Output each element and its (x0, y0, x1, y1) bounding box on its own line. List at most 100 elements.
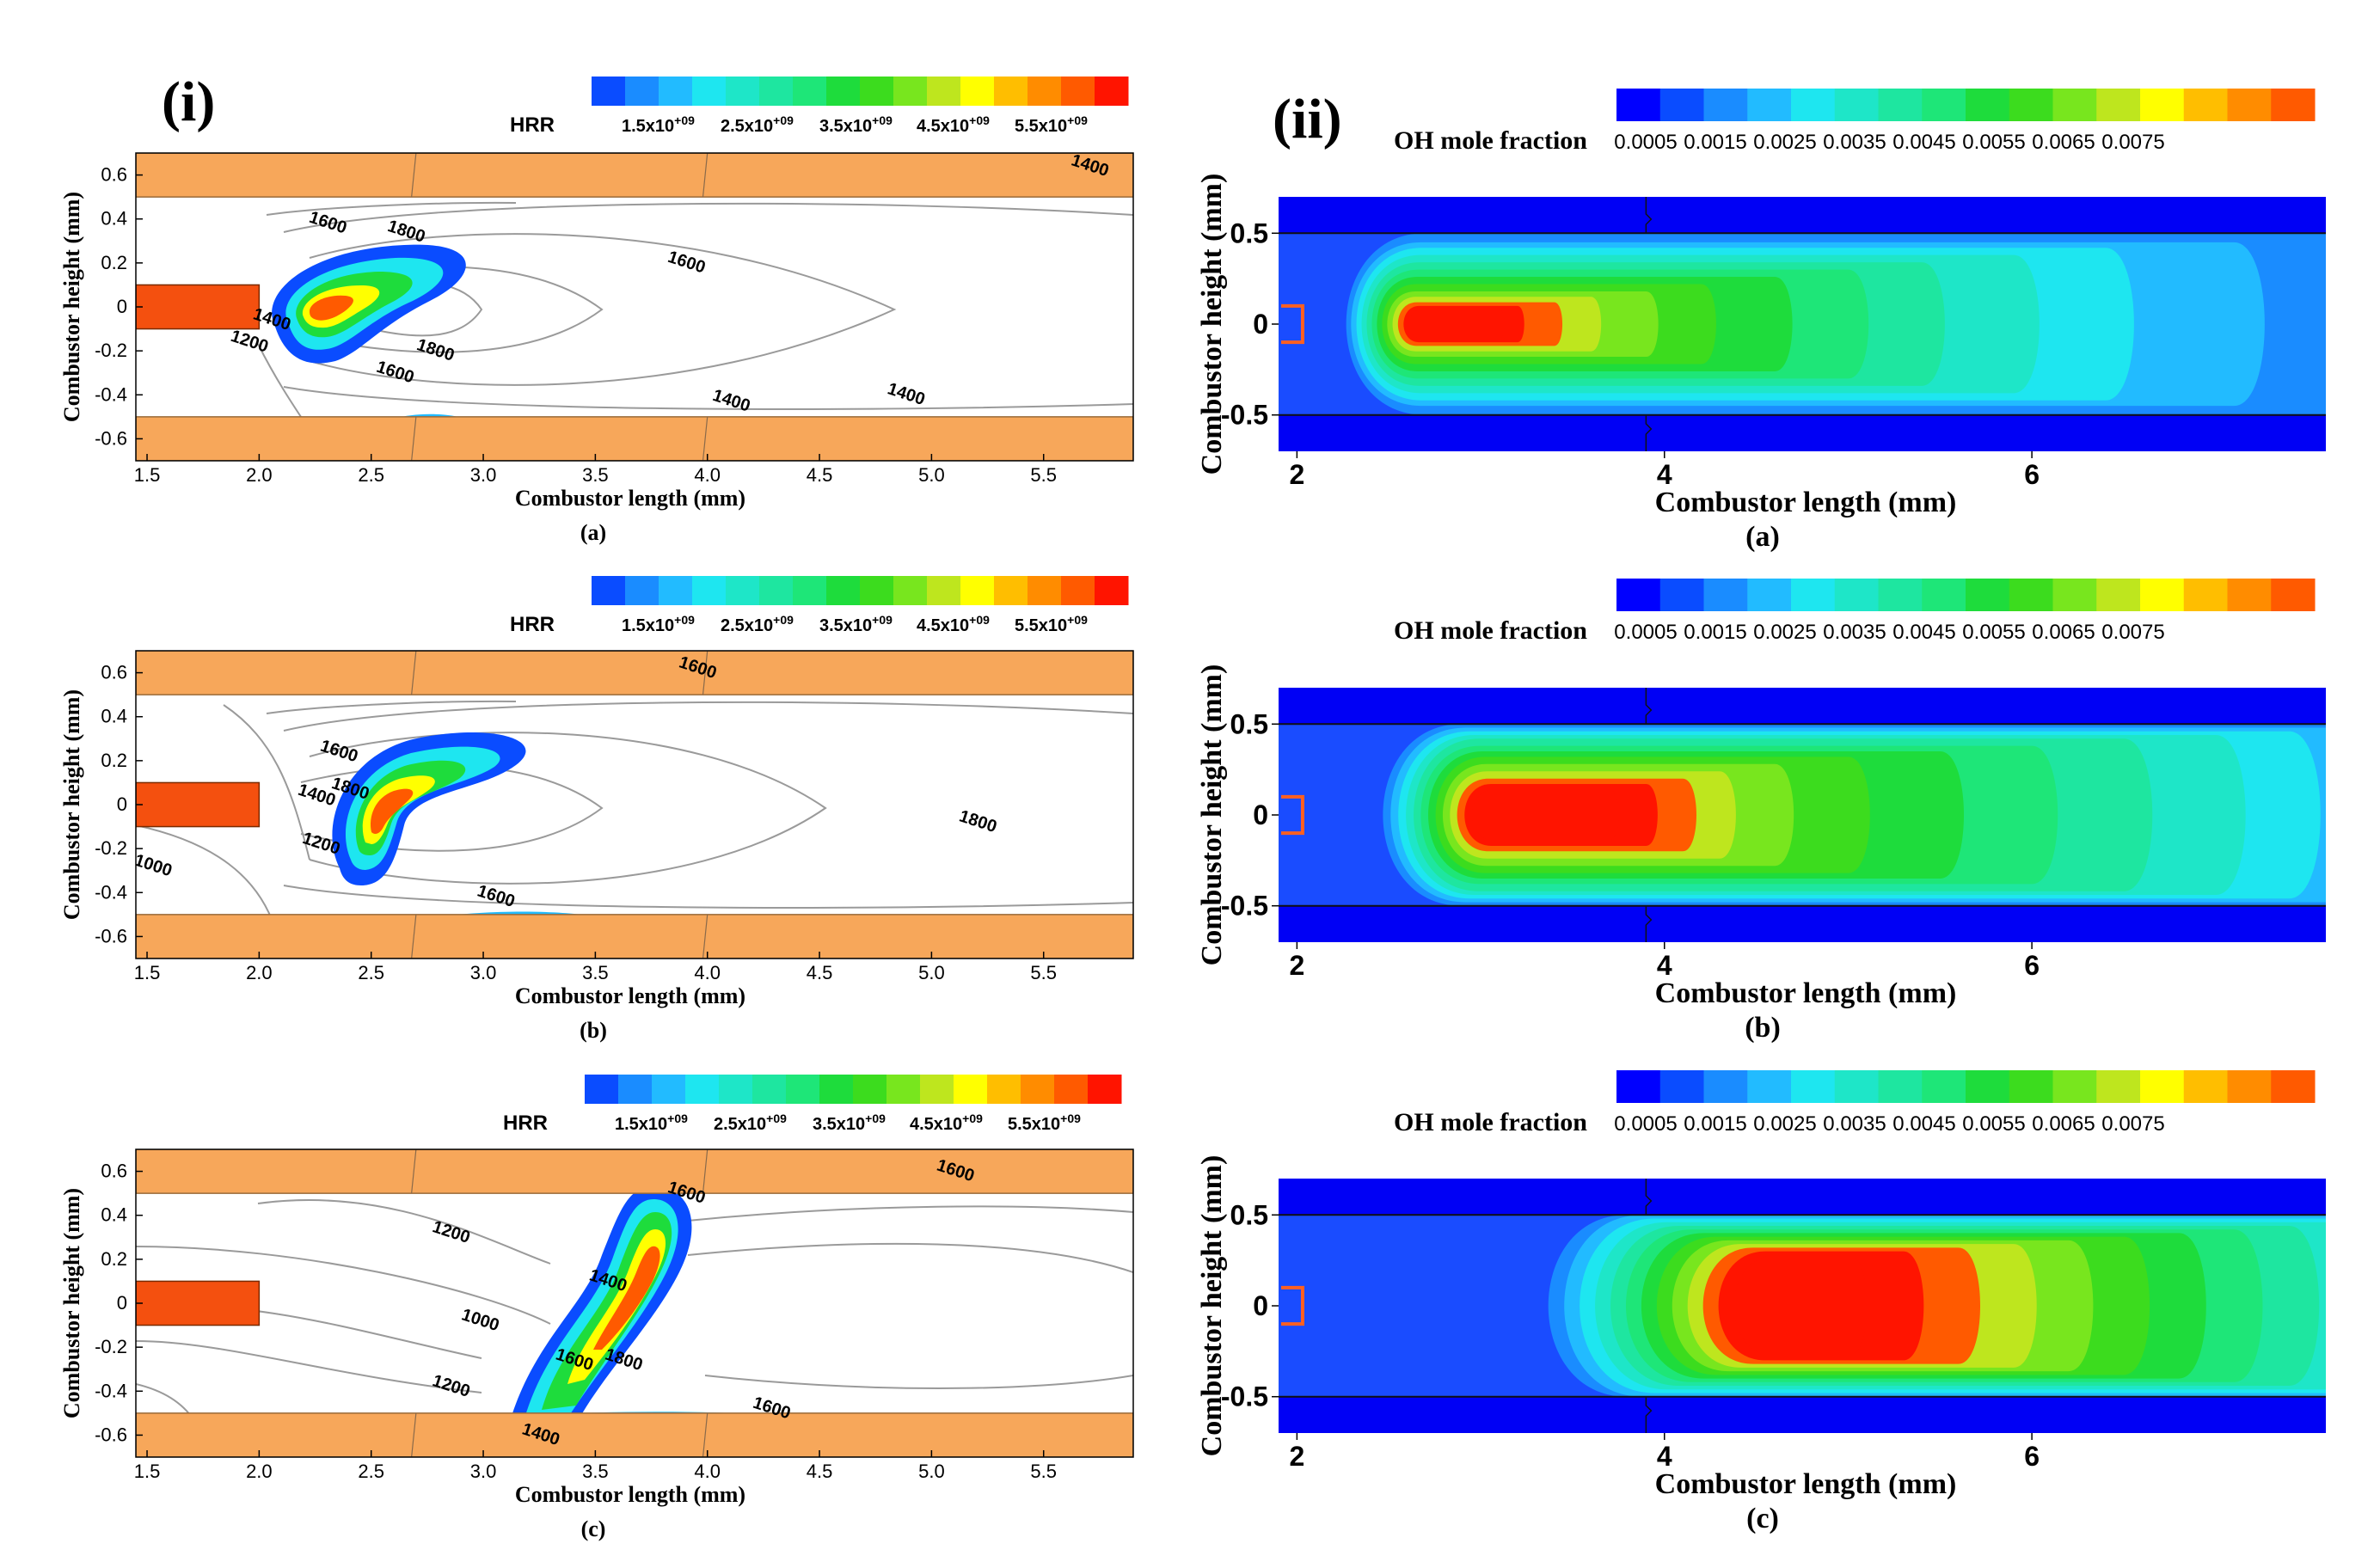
panel-caption: (c) (581, 1516, 606, 1541)
colorbar-cell (1966, 89, 2010, 121)
colorbar-cell (1054, 1075, 1089, 1104)
x-tick-label: 3.5 (582, 1461, 609, 1482)
colorbar-tick-label: 2.5x10+09 (714, 1112, 787, 1134)
y-tick-label: 0.2 (101, 252, 127, 273)
hrr-panel-c: HRR 1.5x10+09 2.5x10+09 3.5x10+09 4.5x10+09 5… (59, 1075, 1134, 1541)
x-tick-label: 6 (2024, 950, 2040, 981)
colorbar-cell (1659, 579, 1704, 611)
bottom-wall (136, 416, 1133, 461)
wall-seam (702, 651, 709, 695)
oh-panel-c: OH mole fraction 0.0005 0.0015 0.0025 0.0035… (1196, 1070, 2326, 1534)
colorbar-tick-label: 0.0055 (1962, 131, 2025, 154)
colorbar-cell (927, 77, 961, 106)
x-tick-label: 1.5 (134, 1461, 161, 1482)
x-tick-label: 5.5 (1030, 962, 1057, 983)
x-tick-label: 2.0 (246, 1461, 273, 1482)
x-tick-label: 3.0 (470, 464, 497, 486)
y-tick-label: 0.2 (101, 1248, 127, 1270)
colorbar-tick-label: 1.5x10+09 (622, 113, 695, 136)
isotherm-line (687, 1242, 1133, 1273)
panel-caption: (b) (580, 1018, 607, 1043)
colorbar-cell (1095, 576, 1129, 605)
colorbar-cell (2096, 579, 2141, 611)
colorbar-cell (1747, 579, 1792, 611)
colorbar-cell (1834, 89, 1879, 121)
x-tick-label: 2.5 (358, 1461, 384, 1482)
colorbar-cell (2140, 1070, 2185, 1103)
hrr-colorbar: HRR 1.5x10+09 2.5x10+09 3.5x10+09 4.5x10+09 5… (503, 1075, 1122, 1135)
colorbar-cell (1747, 1070, 1792, 1103)
y-axis-label: Combustor height (mm) (59, 192, 84, 422)
colorbar-cell (2096, 1070, 2141, 1103)
y-tick-label: 0 (117, 793, 127, 815)
colorbar-title: HRR (510, 113, 555, 137)
colorbar-tick-label: 0.0015 (1684, 621, 1746, 644)
colorbar-cell (585, 1075, 619, 1104)
wall-seam (411, 914, 417, 959)
y-tick-label: 0.4 (101, 208, 127, 230)
x-tick-label: 4.0 (694, 1461, 721, 1482)
x-tick-label: 4.5 (807, 962, 833, 983)
colorbar-cell (960, 77, 995, 106)
colorbar-cell (1061, 77, 1095, 106)
oh-colorbar: OH mole fraction 0.0005 0.0015 0.0025 0.0035… (1394, 89, 2316, 155)
x-tick-label: 4.5 (807, 1461, 833, 1482)
colorbar-cell (786, 1075, 820, 1104)
wall-seam (411, 1149, 417, 1194)
isotherm-line (283, 202, 1133, 233)
colorbar-cell (726, 77, 760, 106)
colorbar-tick-label: 0.0065 (2032, 131, 2095, 154)
colorbar-cell (920, 1075, 954, 1104)
colorbar-title: OH mole fraction (1394, 1108, 1587, 1136)
colorbar-cell (860, 576, 894, 605)
colorbar-cell (1878, 579, 1923, 611)
colorbar-title: OH mole fraction (1394, 616, 1587, 645)
x-tick-label: 4 (1657, 459, 1672, 490)
colorbar-tick-label: 0.0015 (1684, 1112, 1746, 1136)
colorbar-cell (1747, 89, 1792, 121)
isotherm-line (223, 704, 310, 861)
colorbar-cell (819, 1075, 854, 1104)
colorbar-cell (625, 576, 659, 605)
colorbar-cell (1878, 1070, 1923, 1103)
wall-seam (702, 914, 709, 959)
x-tick-label: 1.5 (134, 464, 161, 486)
oh-region (1733, 1254, 1868, 1357)
y-tick-label: 0.2 (101, 750, 127, 771)
x-tick-label: 2.5 (358, 464, 384, 486)
x-axis-label: Combustor length (mm) (515, 983, 745, 1008)
wall-seam (1645, 1397, 1653, 1433)
y-tick-label: 0 (1253, 1290, 1268, 1321)
right-figure-label: (ii) (1273, 88, 1342, 150)
hrr-panel-b: HRR 1.5x10+09 2.5x10+09 3.5x10+09 4.5x10+09 5… (59, 576, 1134, 1043)
colorbar-tick-label: 0.0045 (1892, 621, 1955, 644)
colorbar-cell (2140, 89, 2185, 121)
colorbar-cell (2096, 89, 2141, 121)
colorbar-cell (1878, 89, 1923, 121)
y-tick-label: -0.5 (1221, 891, 1268, 922)
colorbar-cell (2009, 1070, 2053, 1103)
colorbar-cell (726, 576, 760, 605)
colorbar-cell (1616, 579, 1661, 611)
colorbar-tick-label: 0.0025 (1753, 1112, 1816, 1136)
colorbar-cell (960, 576, 995, 605)
colorbar-tick-label: 0.0045 (1892, 131, 1955, 154)
colorbar-cell (1966, 579, 2010, 611)
hrr-colorbar: HRR 1.5x10+09 2.5x10+09 3.5x10+09 4.5x10+09 5… (510, 576, 1129, 636)
oh-plot-area (1279, 197, 2326, 451)
colorbar-tick-label: 0.0005 (1614, 621, 1677, 644)
colorbar-cell (2271, 1070, 2316, 1103)
x-tick-label: 5.0 (918, 962, 945, 983)
colorbar-cell (987, 1075, 1021, 1104)
hrr-region (371, 788, 414, 834)
colorbar-tick-label: 0.0075 (2101, 621, 2164, 644)
x-tick-label: 3.0 (470, 1461, 497, 1482)
x-tick-label: 5.0 (918, 1461, 945, 1482)
colorbar-tick-label: 0.0065 (2032, 1112, 2095, 1136)
x-tick-label: 5.5 (1030, 1461, 1057, 1482)
wall-seam (1645, 197, 1653, 233)
colorbar-tick-label: 0.0025 (1753, 131, 1816, 154)
x-tick-label: 5.5 (1030, 464, 1057, 486)
injector (136, 781, 261, 828)
wall-seam (1645, 415, 1653, 451)
